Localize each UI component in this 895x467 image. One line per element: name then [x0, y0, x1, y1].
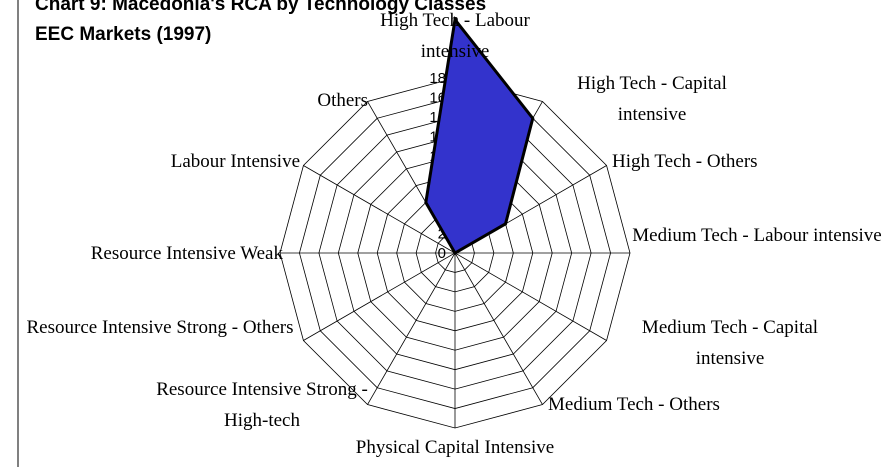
category-label: Medium Tech - Labour intensive [632, 225, 882, 246]
category-label: Medium Tech - Capital intensive [641, 317, 819, 369]
category-label: Labour Intensive [170, 151, 300, 172]
category-label: High Tech - Capital intensive [577, 73, 727, 125]
category-label: Resource Intensive Strong - Others [26, 317, 294, 338]
chart-subtitle: EEC Markets (1997) [35, 24, 211, 45]
tick-label: 2 [438, 226, 446, 243]
spoke [454, 252, 607, 341]
category-label: Physical Capital Intensive [355, 437, 555, 458]
series-area [424, 16, 535, 256]
category-label: Others [317, 90, 368, 111]
spoke [454, 252, 543, 405]
spoke [367, 252, 456, 405]
grid-ring [279, 77, 631, 429]
category-label: High Tech - Others [612, 151, 758, 172]
grid-ring [357, 155, 553, 351]
chart-title: Chart 9: Macedonia's RCA by Technology C… [35, 0, 486, 15]
tick-label: 18 [429, 70, 446, 87]
tick-label: 0 [438, 245, 446, 262]
category-label: Resource Intensive Strong - High-tech [156, 379, 368, 431]
spoke [303, 252, 456, 341]
spoke [303, 165, 456, 254]
category-label: Medium Tech - Others [548, 394, 720, 415]
grid-ring [376, 174, 534, 332]
category-label: Resource Intensive Weak [90, 243, 283, 264]
grid-ring [299, 97, 611, 409]
category-label: High Tech - Labour intensive [380, 10, 530, 62]
grid-ring [337, 135, 573, 371]
grid-ring [318, 116, 592, 390]
